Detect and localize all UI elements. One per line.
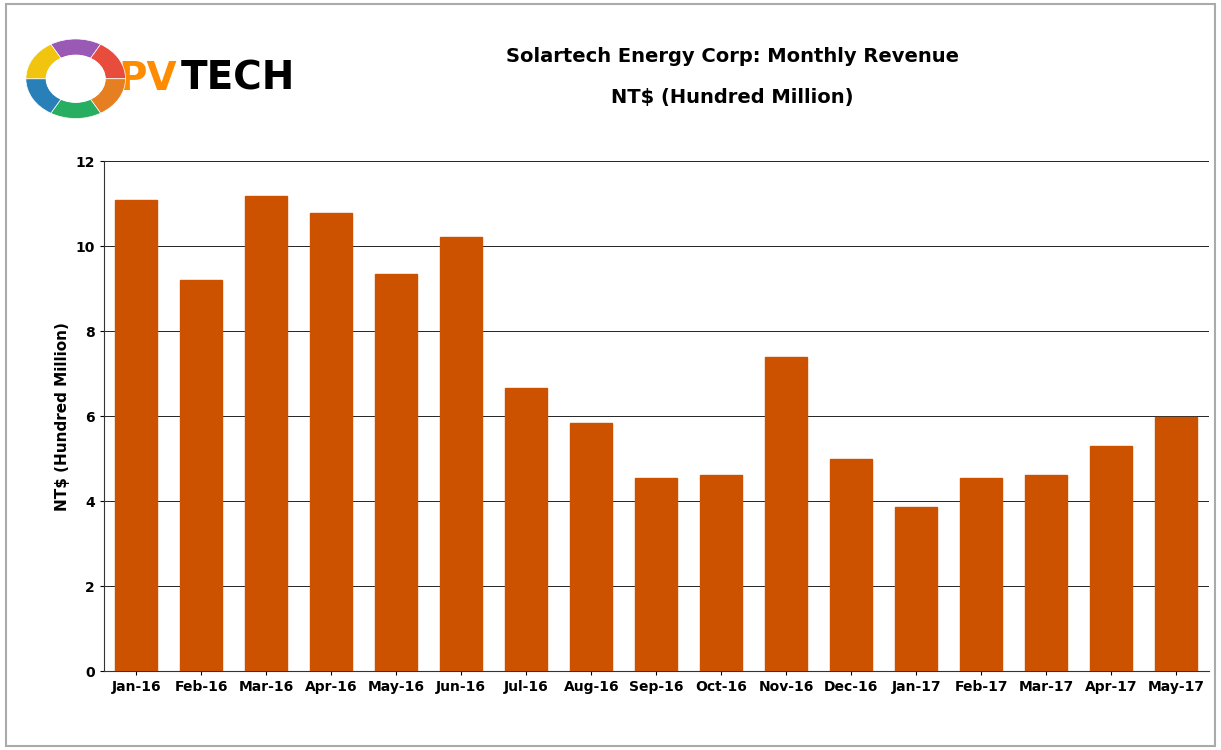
Bar <box>570 423 613 671</box>
Text: NT$ (Hundred Million): NT$ (Hundred Million) <box>612 88 853 107</box>
Bar <box>1090 446 1132 671</box>
Wedge shape <box>90 79 126 113</box>
Text: Solartech Energy Corp: Monthly Revenue: Solartech Energy Corp: Monthly Revenue <box>505 46 960 66</box>
Bar <box>1026 475 1067 671</box>
Bar <box>375 274 418 671</box>
Wedge shape <box>90 44 126 79</box>
Bar <box>310 213 353 671</box>
Text: TECH: TECH <box>181 60 295 98</box>
Bar <box>700 475 742 671</box>
Wedge shape <box>51 39 100 58</box>
Bar <box>505 388 547 671</box>
Bar <box>960 478 1002 671</box>
Wedge shape <box>26 44 61 79</box>
Bar <box>115 200 158 671</box>
Y-axis label: NT$ (Hundred Million): NT$ (Hundred Million) <box>55 322 70 511</box>
Circle shape <box>46 56 105 102</box>
Bar <box>830 459 873 671</box>
Bar <box>895 507 938 671</box>
Wedge shape <box>51 99 100 118</box>
Bar <box>766 357 807 671</box>
Bar <box>1155 417 1198 671</box>
Bar <box>635 478 678 671</box>
Bar <box>245 196 287 671</box>
Bar <box>440 237 482 671</box>
Text: PV: PV <box>118 60 177 98</box>
Bar <box>181 280 222 671</box>
Wedge shape <box>26 79 61 113</box>
